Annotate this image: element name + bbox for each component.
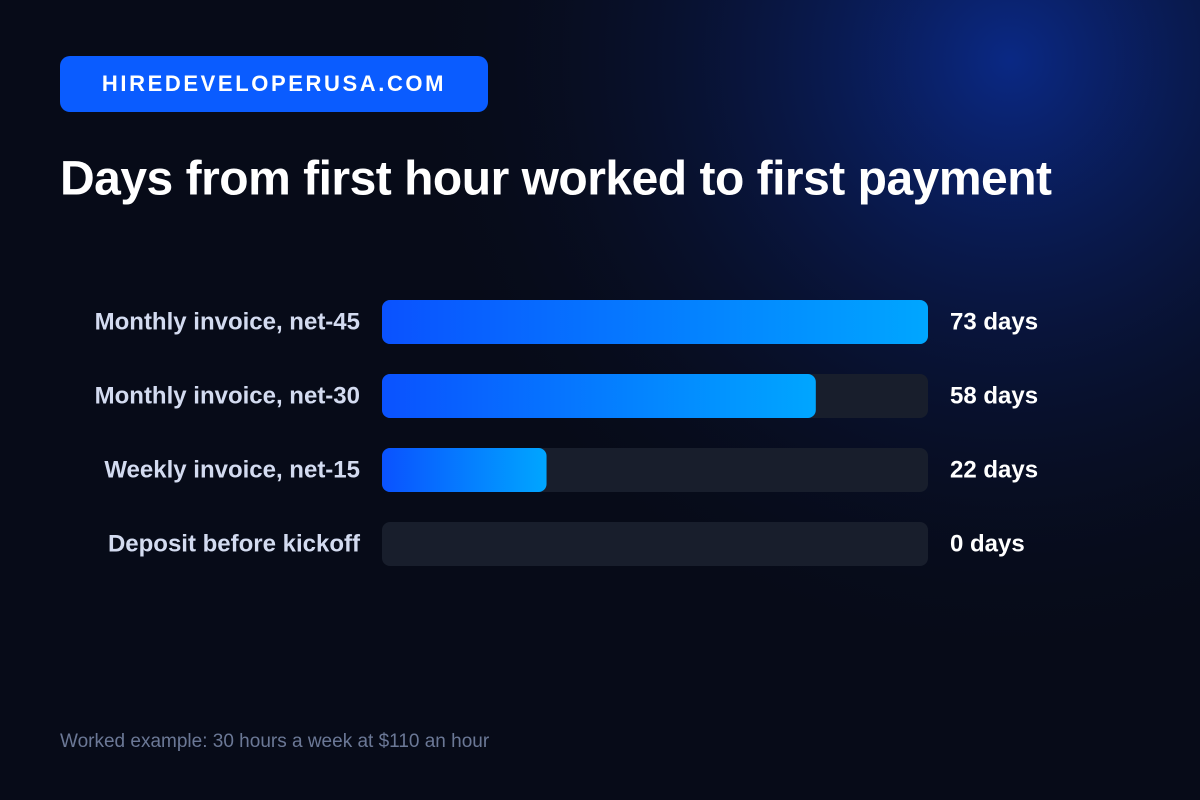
category-label: Weekly invoice, net-15 [104,456,360,483]
value-label: 73 days [950,308,1038,335]
brand-badge [60,56,488,112]
value-label: 22 days [950,456,1038,483]
category-label: Deposit before kickoff [108,530,361,557]
bar-track [382,522,928,566]
footnote: Worked example: 30 hours a week at $110 … [60,731,490,752]
bar [382,374,816,418]
bar [382,448,547,492]
value-label: 58 days [950,382,1038,409]
bar [382,300,928,344]
category-label: Monthly invoice, net-30 [95,382,360,409]
chart-title: Days from first hour worked to first pay… [60,153,1052,206]
category-label: Monthly invoice, net-45 [95,308,360,335]
brand-text: HIREDEVELOPERUSA.COM [102,71,446,96]
value-label: 0 days [950,530,1025,557]
